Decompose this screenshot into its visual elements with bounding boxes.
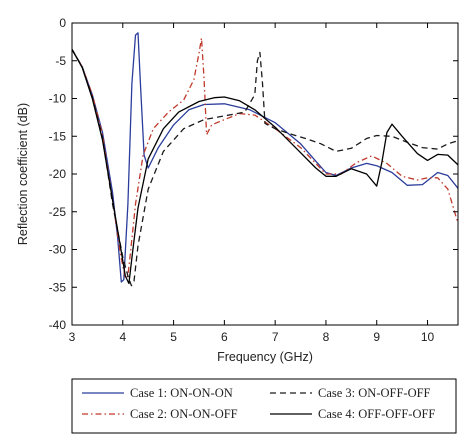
y-tick-label: -40 (49, 318, 67, 332)
y-tick-label: -10 (49, 92, 67, 106)
legend-label-case-2: Case 2: ON-ON-OFF (130, 407, 238, 421)
x-tick-label: 3 (69, 330, 76, 344)
y-axis-label: Reflection coefficient (dB) (16, 103, 30, 245)
x-axis-label: Frequency (GHz) (217, 350, 313, 364)
x-tick-label: 4 (119, 330, 126, 344)
x-tick-label: 8 (323, 330, 330, 344)
x-axis: 3 4 5 6 7 8 9 10 (69, 23, 435, 344)
y-tick-label: -20 (49, 167, 67, 181)
series-line-case-4 (71, 49, 459, 285)
y-tick-label: -30 (49, 243, 67, 257)
y-tick-label: -15 (49, 129, 67, 143)
x-tick-label: 5 (170, 330, 177, 344)
legend-box (71, 378, 457, 434)
series-line-case-1 (71, 32, 459, 283)
x-tick-label: 6 (221, 330, 228, 344)
legend-label-case-1: Case 1: ON-ON-ON (130, 386, 233, 400)
plot-lines (71, 32, 459, 287)
legend-label-case-3: Case 3: ON-OFF-OFF (318, 386, 431, 400)
y-axis: 0 -5 -10 -15 -20 -25 -30 -35 -40 (49, 16, 458, 332)
y-tick-label: -35 (49, 280, 67, 294)
series-line-case-3 (71, 49, 459, 287)
x-tick-label: 10 (421, 330, 435, 344)
y-tick-label: -5 (55, 54, 66, 68)
legend: Case 1: ON-ON-ON Case 2: ON-ON-OFF Case 3:… (82, 386, 435, 421)
x-tick-label: 9 (373, 330, 380, 344)
x-tick-label: 7 (272, 330, 279, 344)
y-tick-label: 0 (59, 16, 66, 30)
y-tick-label: -25 (49, 205, 67, 219)
legend-label-case-4: Case 4: OFF-OFF-OFF (318, 407, 435, 421)
